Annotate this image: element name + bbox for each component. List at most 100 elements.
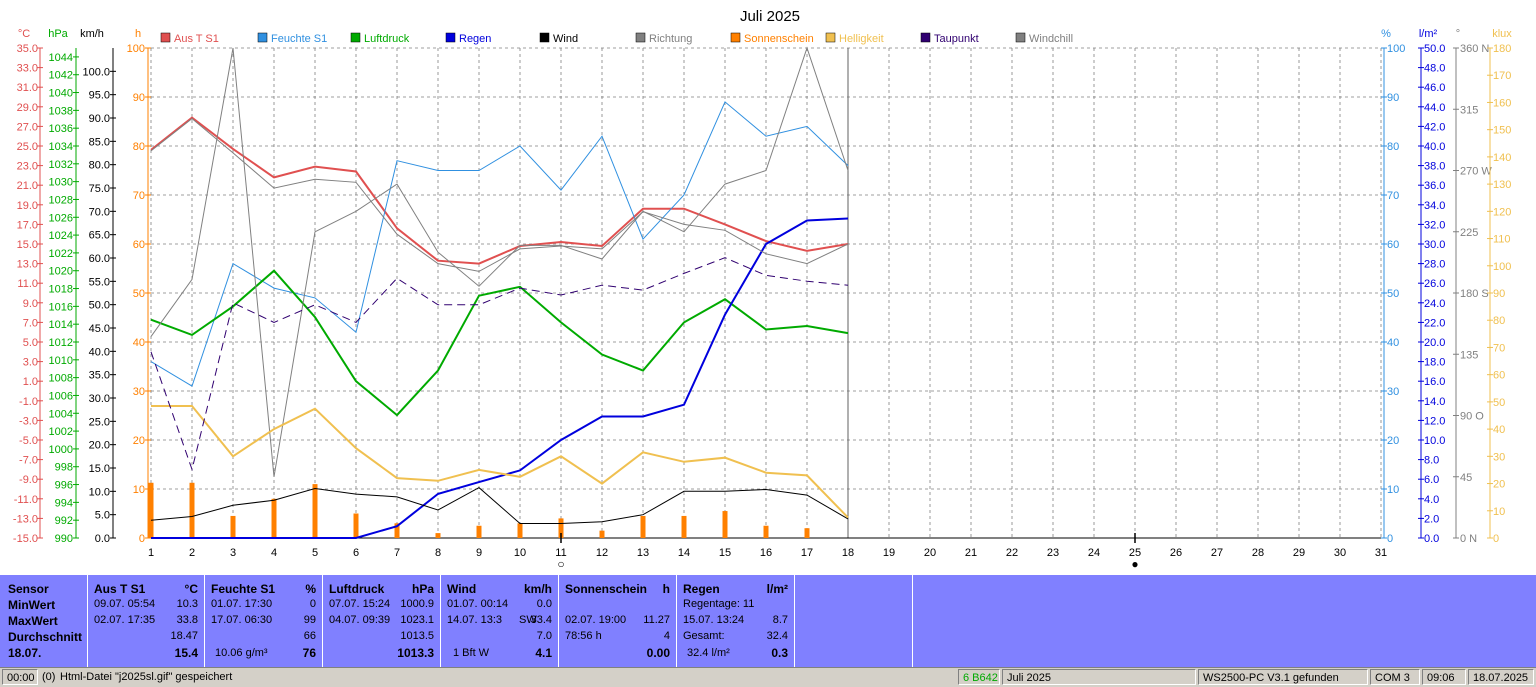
weather-chart: Juli 2025 Aus T S1 Feuchte S1 Luftdruck Reg… xyxy=(13,8,1512,571)
deg-tick-label: 45 xyxy=(1460,472,1472,484)
legend-swatch xyxy=(825,32,836,43)
series-helligkeit xyxy=(151,405,849,519)
temp-tick-label: 11.0 xyxy=(17,278,38,290)
status-message: Html-Datei "j2025sl.gif" gespeichert xyxy=(60,671,233,683)
sensor-min-label: MinWert xyxy=(8,598,56,612)
h-tick-label: 10 xyxy=(133,484,145,496)
legend-swatch xyxy=(635,32,646,43)
pct-tick-label: 100 xyxy=(1387,43,1405,55)
kmh-tick-label: 70.0 xyxy=(89,206,110,218)
hpa-tick-label: 1002 xyxy=(49,426,73,438)
hum-avg: 66 xyxy=(303,630,316,642)
stats-empty xyxy=(795,575,913,667)
legend-label: Regen xyxy=(459,33,491,45)
sunshine-bar xyxy=(763,525,769,538)
x-tick-label: 1 xyxy=(148,547,154,559)
x-tick-label: 19 xyxy=(883,547,895,559)
lm2-tick-label: 12.0 xyxy=(1424,415,1445,427)
pct-tick-label: 40 xyxy=(1387,337,1399,349)
press-current: 1013.3 xyxy=(397,646,434,660)
x-tick-label: 21 xyxy=(965,547,977,559)
hpa-tick-label: 1028 xyxy=(49,194,73,206)
kmh-unit: km/h xyxy=(80,28,104,40)
wind-title: Wind xyxy=(447,582,477,596)
temp-tick-label: 35.0 xyxy=(17,43,38,55)
legend-label: Luftdruck xyxy=(364,33,410,45)
h-tick-label: 20 xyxy=(133,435,145,447)
klux-tick-label: 90 xyxy=(1493,288,1505,300)
hpa-tick-label: 1044 xyxy=(49,52,73,64)
hpa-tick-label: 1040 xyxy=(49,88,73,100)
kmh-tick-label: 15.0 xyxy=(89,463,110,475)
lm2-tick-label: 8.0 xyxy=(1424,455,1439,467)
legend-swatch xyxy=(1015,32,1026,43)
hpa-tick-label: 1034 xyxy=(49,141,73,153)
sunshine-bar xyxy=(681,515,687,538)
temp-tick-label: 27.0 xyxy=(17,121,38,133)
chart-legend: Aus T S1 Feuchte S1 Luftdruck Regen Wind Rich… xyxy=(160,32,1073,45)
sunshine-bar xyxy=(435,533,441,538)
x-tick-label: 12 xyxy=(596,547,608,559)
legend-label: Windchill xyxy=(1029,33,1073,45)
sunshine-bar xyxy=(394,523,400,538)
moon-phase-icon: ● xyxy=(1131,557,1138,571)
series-feuchte-s1 xyxy=(150,101,849,387)
klux-tick-label: 180 xyxy=(1493,43,1511,55)
kmh-tick-label: 75.0 xyxy=(89,183,110,195)
klux-tick-label: 140 xyxy=(1493,152,1511,164)
temp-tick-label: 15.0 xyxy=(17,239,38,251)
pct-tick-label: 60 xyxy=(1387,239,1399,251)
hpa-tick-label: 1036 xyxy=(49,123,73,135)
lm2-tick-label: 0.0 xyxy=(1424,533,1439,545)
status-device: WS2500-PC V3.1 gefunden xyxy=(1198,669,1368,685)
stats-sunshine: Sonnenschein h 02.07. 19:00 11.27 78:56 … xyxy=(559,575,677,667)
pct-tick-label: 50 xyxy=(1387,288,1399,300)
kmh-tick-label: 5.0 xyxy=(95,510,110,522)
wind-min-value: 0.0 xyxy=(536,598,552,610)
sensor-avg-label: Durchschnitt xyxy=(8,630,83,644)
klux-tick-label: 160 xyxy=(1493,97,1511,109)
kmh-tick-label: 50.0 xyxy=(89,300,110,312)
rain-days: Regentage: 11 xyxy=(683,598,755,610)
legend-label: Feuchte S1 xyxy=(271,33,327,45)
hpa-tick-label: 1000 xyxy=(49,444,73,456)
temp-tick-label: -11.0 xyxy=(14,494,38,506)
stats-wind: Wind km/h 01.07. 00:14 0.0 14.07. 13:3 S… xyxy=(441,575,559,667)
klux-tick-label: 50 xyxy=(1493,397,1505,409)
lm2-tick-label: 46.0 xyxy=(1424,82,1445,94)
temp-tick-label: 3.0 xyxy=(23,357,38,369)
sun-title: Sonnenschein xyxy=(565,582,648,596)
sunshine-bar xyxy=(517,523,523,538)
x-tick-label: 28 xyxy=(1252,547,1264,559)
legend-label: Wind xyxy=(553,33,578,45)
rain-max-value: 8.7 xyxy=(772,614,788,626)
hum-current: 76 xyxy=(302,646,316,660)
series-wind xyxy=(150,486,849,524)
hpa-tick-label: 1012 xyxy=(49,337,73,349)
temp-tick-label: 33.0 xyxy=(17,63,38,75)
wind-avg: 7.0 xyxy=(536,630,552,642)
lm2-tick-label: 28.0 xyxy=(1424,259,1445,271)
sunshine-bar xyxy=(722,511,728,538)
temp-tick-label: -7.0 xyxy=(19,455,38,467)
stats-pressure: Luftdruck hPa 07.07. 15:24 1000.9 04.07.… xyxy=(323,575,441,667)
status-code: 6 B642 xyxy=(958,669,1000,685)
temp-tick-label: 21.0 xyxy=(17,180,38,192)
hpa-tick-label: 1030 xyxy=(49,177,73,189)
hpa-tick-label: 1042 xyxy=(49,70,73,82)
lm2-tick-label: 18.0 xyxy=(1424,357,1445,369)
temp-tick-label: 23.0 xyxy=(17,161,38,173)
h-tick-label: 30 xyxy=(133,386,145,398)
lm2-tick-label: 10.0 xyxy=(1424,435,1445,447)
stats-sensor: Sensor MinWert MaxWert Durchschnitt 18.0… xyxy=(0,575,88,667)
stats-rain: Regen l/m² Regentage: 11 15.07. 13:24 8.… xyxy=(677,575,795,667)
x-tick-label: 14 xyxy=(678,547,690,559)
moon-phase-icon: ○ xyxy=(557,557,564,571)
legend-label: Richtung xyxy=(649,33,692,45)
rain-max-date: 15.07. 13:24 xyxy=(683,614,745,626)
x-tick-label: 16 xyxy=(760,547,772,559)
x-tick-label: 27 xyxy=(1211,547,1223,559)
legend-swatch xyxy=(445,32,456,43)
kmh-tick-label: 25.0 xyxy=(89,416,110,428)
rain-total-value: 32.4 xyxy=(766,630,788,642)
